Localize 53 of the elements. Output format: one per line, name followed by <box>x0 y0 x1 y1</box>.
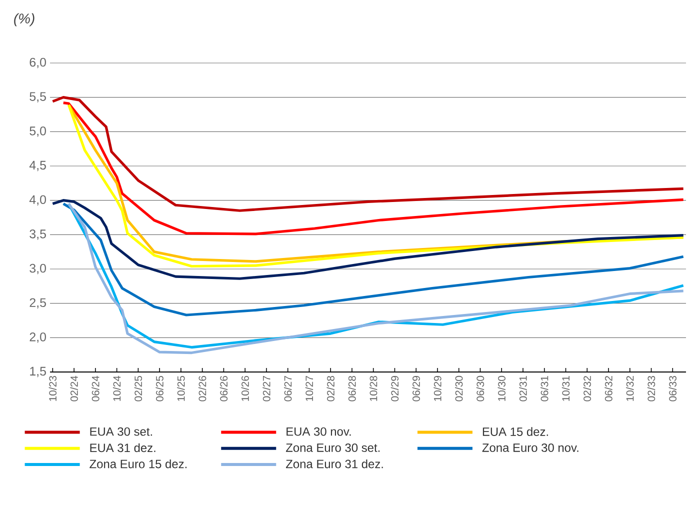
x-tick-label: 06/29 <box>412 376 420 402</box>
x-tick-label: 10/24 <box>112 376 121 401</box>
y-tick-label: 3,0 <box>30 264 46 274</box>
x-tick-label: 10/23 <box>48 376 57 401</box>
y-tick-label: 3,5 <box>30 230 46 240</box>
x-tick-label: 10/29 <box>434 376 442 401</box>
x-tick-label: 02/30 <box>455 376 463 402</box>
x-tick-label: 10/30 <box>498 376 506 401</box>
x-tick-label: 10/27 <box>305 376 314 401</box>
y-tick-label: 6,0 <box>30 58 46 68</box>
x-tick-label: 02/27 <box>262 376 270 402</box>
y-axis-title: (%) <box>14 13 34 26</box>
legend-label: EUA 30 nov. <box>286 427 351 436</box>
x-tick-label: 06/33 <box>668 376 676 402</box>
x-tick-label: 02/28 <box>326 376 334 402</box>
x-tick-label: 02/33 <box>647 376 656 402</box>
x-tick-label: 06/24 <box>92 376 100 402</box>
y-tick-label: 1,5 <box>30 366 46 378</box>
x-tick-label: 02/26 <box>198 376 206 402</box>
legend-label: Zona Euro 30 nov. <box>482 443 578 452</box>
legend-label: EUA 15 dez. <box>482 427 548 436</box>
x-tick-label: 06/32 <box>604 376 612 402</box>
x-tick-label: 10/31 <box>562 376 570 401</box>
y-tick-label: 4,5 <box>29 160 46 172</box>
line-series <box>62 102 685 236</box>
legend-label: EUA 30 set. <box>90 427 152 436</box>
y-tick-label: 4,0 <box>29 195 46 206</box>
x-tick-label: 06/28 <box>348 376 356 402</box>
x-tick-label: 06/26 <box>220 376 228 402</box>
x-tick-label: 02/24 <box>70 376 78 402</box>
y-tick-label: 5,0 <box>30 126 46 137</box>
legend-label: Zona Euro 31 dez. <box>286 459 383 468</box>
y-tick-label: 5,5 <box>30 92 46 102</box>
legend-label: Zona Euro 30 set. <box>286 443 380 452</box>
legend-label: EUA 31 dez. <box>90 443 156 452</box>
x-tick-label: 10/32 <box>626 376 634 401</box>
x-tick-label: 06/27 <box>284 376 292 402</box>
x-tick-label: 02/25 <box>134 376 142 402</box>
x-tick-label: 02/32 <box>583 376 591 402</box>
y-tick-label: 2,5 <box>30 298 46 308</box>
line-series <box>51 96 685 212</box>
y-tick-label: 2,0 <box>30 332 46 343</box>
x-tick-label: 06/31 <box>540 376 548 402</box>
legend-label: Zona Euro 15 dez. <box>90 459 187 468</box>
x-tick-label: 06/30 <box>476 376 484 402</box>
x-tick-label: 06/25 <box>156 376 164 402</box>
x-tick-label: 02/31 <box>519 376 527 402</box>
x-tick-label: 10/26 <box>241 376 249 401</box>
line-series <box>62 202 685 316</box>
x-tick-label: 10/25 <box>177 376 185 401</box>
x-tick-label: 10/28 <box>370 376 378 401</box>
x-tick-label: 02/29 <box>390 376 399 402</box>
line-series <box>51 199 685 280</box>
